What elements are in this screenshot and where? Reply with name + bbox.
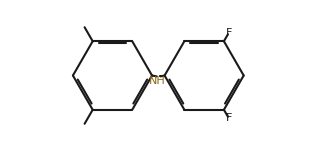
Text: F: F [226, 28, 232, 38]
Text: F: F [226, 113, 232, 123]
Text: NH: NH [148, 76, 165, 86]
